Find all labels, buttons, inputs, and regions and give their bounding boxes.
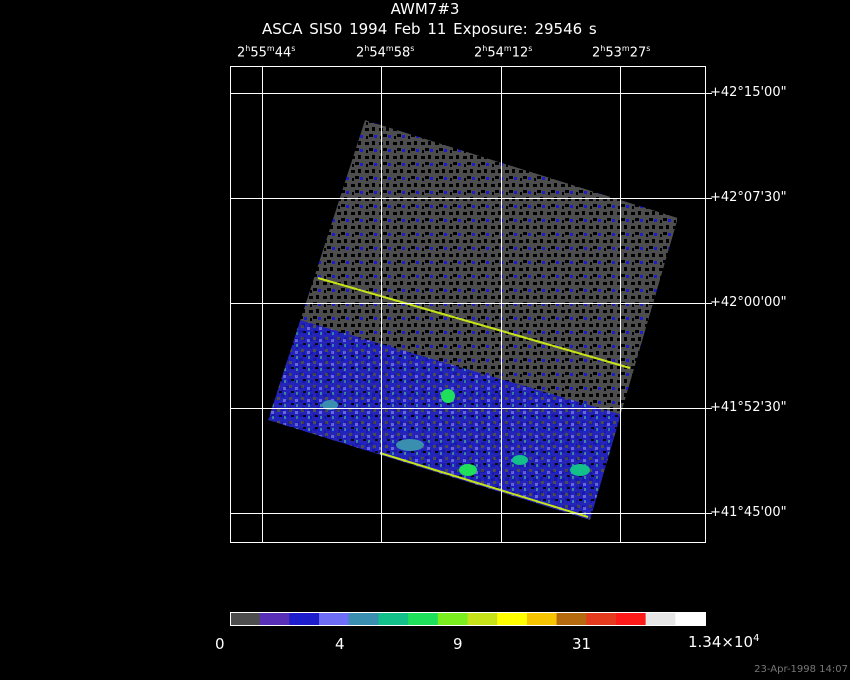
colorbar-segment: [348, 612, 379, 625]
colorbar-segment: [556, 612, 587, 625]
colorbar-segment: [645, 612, 676, 625]
colorbar-segment: [319, 612, 350, 625]
colorbar-label-max: 1.34×104: [688, 633, 760, 651]
ra-label-2: 2h54m58s: [356, 44, 415, 61]
colorbar-label-0: 0: [215, 635, 225, 653]
colorbar-segment: [497, 612, 528, 625]
dec-ticks: [706, 93, 712, 514]
colorbar-label-3: 31: [572, 635, 592, 653]
detector-image: [268, 120, 678, 520]
ra-label-3: 2h54m12s: [474, 44, 533, 61]
image-title: AWM7#3: [390, 0, 460, 18]
colorbar-segment: [289, 612, 320, 625]
colorbar-segment: [378, 612, 409, 625]
dec-label-4: +41°52'30": [710, 400, 787, 415]
colorbar-segment: [467, 612, 498, 625]
dec-label-2: +42°07'30": [710, 190, 787, 205]
coordinate-grid: [230, 66, 706, 543]
colorbar-segment: [586, 612, 617, 625]
colorbar-segment: [437, 612, 468, 625]
colorbar-segment: [408, 612, 439, 625]
ra-label-4: 2h53m27s: [592, 44, 651, 61]
colorbar-segment: [675, 612, 706, 625]
timestamp: 23-Apr-1998 14:07: [754, 664, 848, 675]
edge-streak: [379, 452, 589, 518]
dec-label-5: +41°45'00": [710, 505, 787, 520]
colorbar-segment: [526, 612, 558, 625]
colorbar-label-2: 9: [453, 635, 463, 653]
image-subtitle: ASCA SIS0 1994 Feb 11 Exposure: 29546 s: [262, 20, 597, 38]
dec-label-3: +42°00'00": [710, 295, 787, 310]
streak-line: [317, 277, 631, 369]
colorbar-segment: [615, 612, 647, 625]
colorbar-segment: [230, 612, 261, 625]
colorbar-label-1: 4: [335, 635, 345, 653]
colorbar-frame: [230, 612, 706, 626]
colorbar: [230, 612, 706, 625]
ra-label-1: 2h55m44s: [237, 44, 296, 61]
colorbar-segment: [259, 612, 290, 625]
dec-label-1: +42°15'00": [710, 85, 787, 100]
plot-frame: [230, 66, 706, 543]
